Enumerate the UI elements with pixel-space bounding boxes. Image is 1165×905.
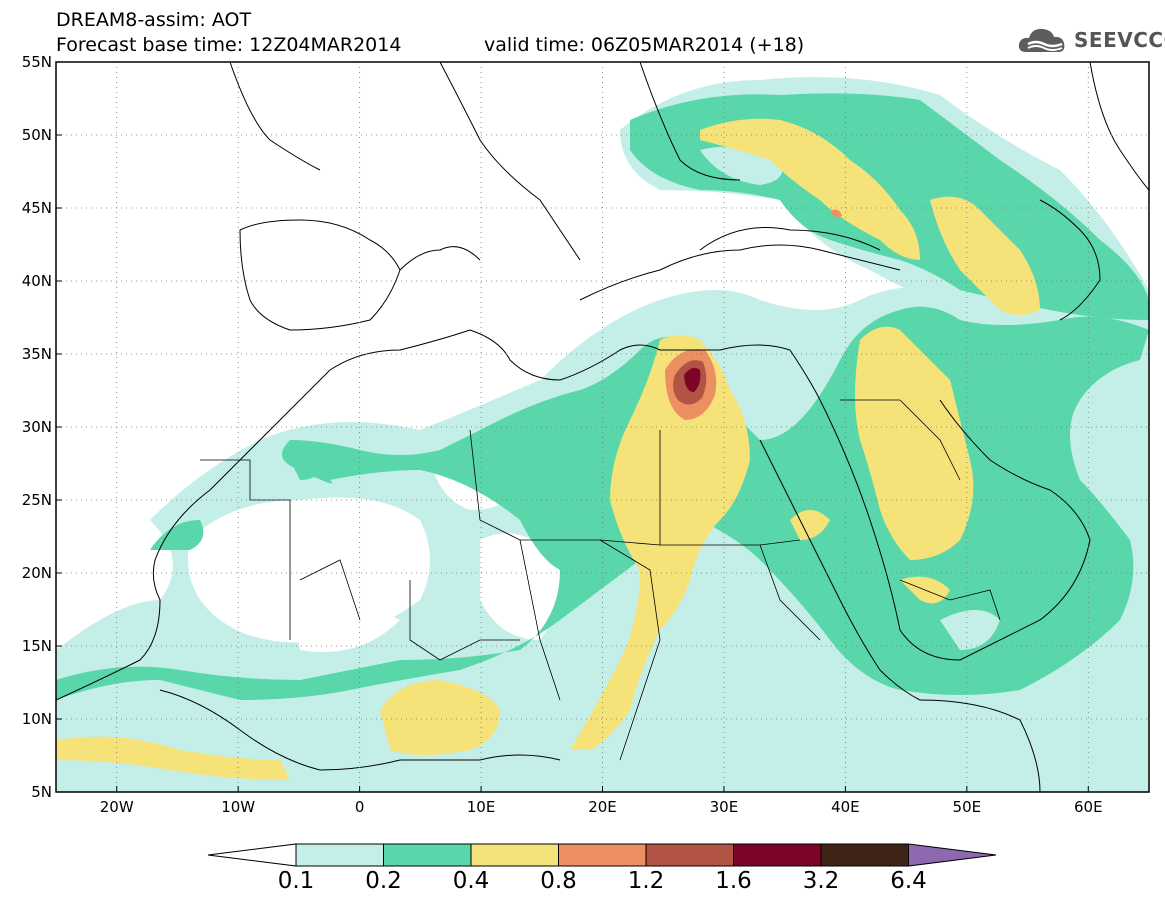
lat-label: 45N <box>22 199 52 217</box>
colorbar-level-label: 0.2 <box>365 868 402 894</box>
colorbar-segment <box>383 843 472 867</box>
lat-label: 5N <box>31 783 52 801</box>
lat-label: 50N <box>22 126 52 144</box>
cloud-icon <box>1018 28 1065 52</box>
map-title: DREAM8-assim: AOT <box>56 9 252 31</box>
longitude-labels: 20W 10W 0 10E 20E 30E 40E 50E 60E <box>100 786 1103 816</box>
lon-label: 10E <box>467 798 496 816</box>
lon-label: 0 <box>355 798 365 816</box>
aot-layer-1.6 <box>684 367 701 392</box>
lat-label: 35N <box>22 345 52 363</box>
coastlines <box>56 62 1149 792</box>
lon-label: 20W <box>100 798 134 816</box>
colorbar-segment <box>820 843 909 867</box>
colorbar-level-label: 1.2 <box>627 868 665 894</box>
colorbar-segment <box>558 843 647 867</box>
lat-label: 20N <box>22 564 52 582</box>
colorbar-segment <box>645 843 734 867</box>
lat-label: 55N <box>22 53 52 71</box>
colorbar-level-label: 6.4 <box>890 868 927 894</box>
lon-label: 20E <box>588 798 617 816</box>
colorbar-segment <box>733 843 822 867</box>
lat-label: 30N <box>22 418 52 436</box>
colorbar-segment <box>295 843 384 867</box>
aot-layer-0.4 <box>56 118 1040 780</box>
colorbar-high-triangle <box>908 843 997 867</box>
latitude-labels: 55N 50N 45N 40N 35N 30N 25N 20N 15N 10N 5N <box>22 53 62 801</box>
colorbar <box>207 843 997 867</box>
lat-label: 40N <box>22 272 52 290</box>
lat-label: 25N <box>22 491 52 509</box>
colorbar-level-label: 0.4 <box>452 868 490 894</box>
logo-text: SEEVCCC <box>1074 28 1165 52</box>
lon-label: 30E <box>710 798 739 816</box>
seevccc-logo: SEEVCCC <box>1018 22 1165 58</box>
graticule <box>56 62 1149 792</box>
colorbar-low-triangle <box>207 843 297 867</box>
lon-label: 40E <box>831 798 860 816</box>
colorbar-segment <box>470 843 559 867</box>
colorbar-level-label: 0.1 <box>277 868 315 894</box>
lon-label: 10W <box>221 798 255 816</box>
lon-label: 60E <box>1074 798 1103 816</box>
colorbar-level-label: 3.2 <box>802 868 840 894</box>
valid-time: valid time: 06Z05MAR2014 (+18) <box>484 34 805 56</box>
lon-label: 50E <box>953 798 982 816</box>
colorbar-level-label: 0.8 <box>540 868 577 894</box>
forecast-base-time: Forecast base time: 12Z04MAR2014 <box>56 34 402 56</box>
colorbar-level-label: 1.6 <box>715 868 752 894</box>
lat-label: 10N <box>22 710 52 728</box>
lat-label: 15N <box>22 637 52 655</box>
